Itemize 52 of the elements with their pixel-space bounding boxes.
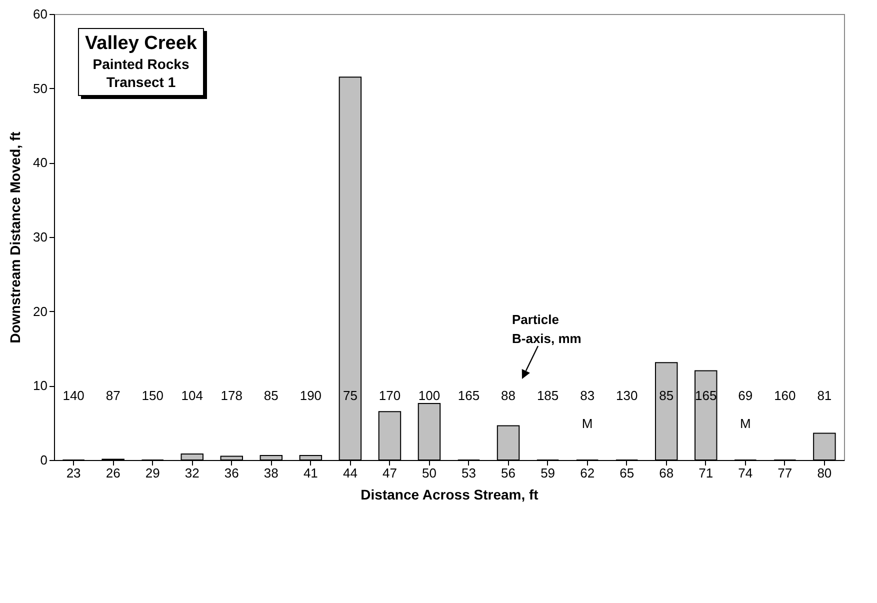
x-tick-label: 50 bbox=[422, 466, 436, 480]
x-tick-label: 59 bbox=[540, 466, 556, 480]
annotation: 100 bbox=[418, 388, 440, 403]
x-tick-label: 38 bbox=[264, 466, 278, 480]
annotation: 130 bbox=[616, 388, 638, 403]
text: Painted Rocks Transect 1 bbox=[92, 55, 190, 91]
y-tick-label: 0 bbox=[40, 452, 48, 468]
y-tick-label: 20 bbox=[33, 304, 48, 319]
annotation: 190 bbox=[300, 388, 322, 403]
annotation: 87 bbox=[106, 388, 120, 403]
annotation: 85 bbox=[264, 388, 278, 403]
y-tick-label: 60 bbox=[33, 6, 48, 22]
annotation: 88 bbox=[501, 388, 516, 403]
x-tick-label: 80 bbox=[817, 466, 832, 480]
y-axis-title: Downstream Distance Moved, ft bbox=[7, 131, 24, 344]
annotation: 83 M bbox=[580, 388, 595, 431]
x-tick-label: 23 bbox=[66, 466, 81, 480]
y-tick-label: 30 bbox=[33, 230, 48, 244]
x-tick-label: 32 bbox=[184, 466, 200, 480]
annotation: 75 bbox=[342, 388, 358, 403]
y-tick-label: 10 bbox=[33, 378, 48, 394]
annotation: 104 bbox=[181, 388, 203, 403]
annotation: 178 bbox=[220, 388, 242, 403]
x-tick-label: 77 bbox=[778, 466, 792, 480]
annotation: 165 bbox=[458, 388, 480, 403]
x-tick-label: 68 bbox=[659, 466, 674, 480]
x-tick-label: 36 bbox=[224, 466, 239, 480]
x-tick-label: 53 bbox=[462, 466, 476, 480]
x-axis-title: Distance Across Stream, ft bbox=[360, 486, 539, 502]
x-tick-label: 26 bbox=[106, 466, 120, 480]
annotation: 165 bbox=[695, 388, 717, 403]
x-tick-label: 65 bbox=[620, 466, 634, 480]
x-tick-label: 41 bbox=[303, 466, 318, 480]
x-tick-label: 29 bbox=[145, 466, 160, 480]
annotation: 160 bbox=[774, 388, 796, 403]
annotation: 170 bbox=[378, 388, 401, 403]
x-tick-label: 62 bbox=[580, 466, 595, 480]
annotation: 85 bbox=[659, 388, 674, 403]
y-tick-label: 40 bbox=[33, 155, 48, 170]
annotation: 81 bbox=[817, 388, 832, 403]
annotation: Particle B-axis, mm bbox=[512, 312, 582, 346]
annotation: 150 bbox=[142, 388, 164, 403]
annotation: 69 M bbox=[738, 388, 753, 431]
y-tick-label: 50 bbox=[33, 80, 48, 96]
x-tick-label: 71 bbox=[698, 466, 714, 480]
x-tick-label: 56 bbox=[501, 466, 516, 480]
x-tick-label: 74 bbox=[738, 466, 753, 480]
annotation: 140 bbox=[62, 388, 84, 403]
x-tick-label: 44 bbox=[342, 466, 358, 480]
text: Valley Creek bbox=[85, 33, 197, 55]
annotation: 185 bbox=[536, 388, 559, 403]
x-tick-label: 47 bbox=[382, 466, 397, 480]
